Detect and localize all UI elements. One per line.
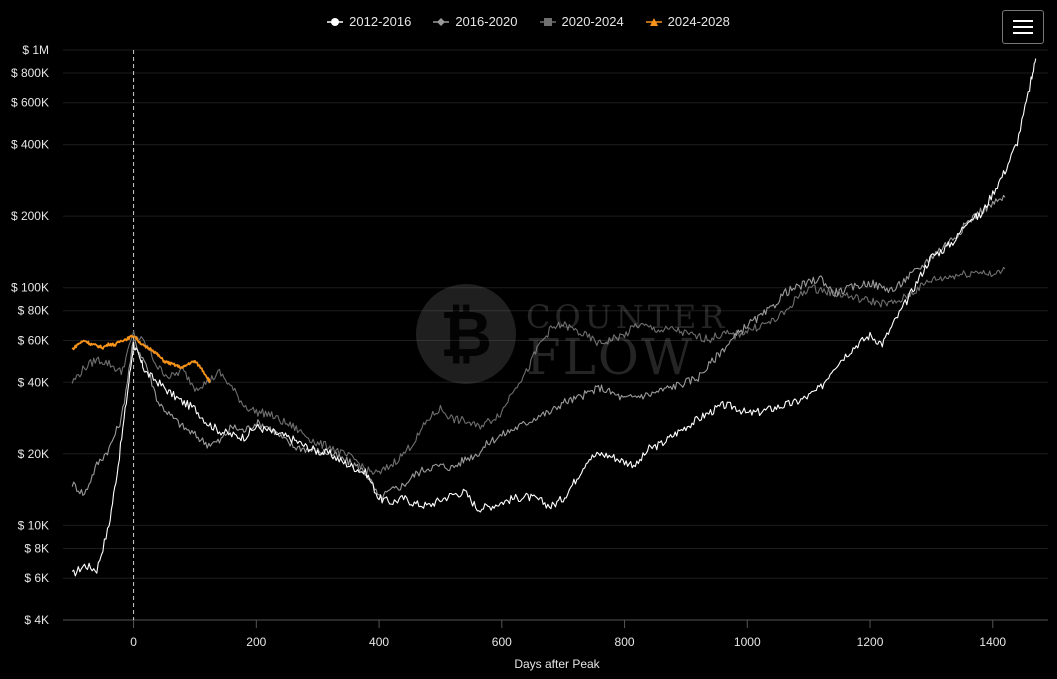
legend-item-2012-2016[interactable]: 2012-2016 bbox=[327, 14, 411, 29]
square-marker-icon bbox=[539, 17, 556, 26]
x-axis: 0 200 400 600 800 1000 1200 1400 bbox=[63, 619, 1048, 649]
hamburger-menu-icon[interactable] bbox=[1002, 10, 1044, 44]
x-tick-label: 1200 bbox=[857, 635, 884, 649]
y-axis: $ 4K $ 6K $ 8K $ 10K $ 20K $ 40K $ 60K $ 80K $ 1… bbox=[11, 43, 49, 627]
chart-legend: 2012-2016 2016-2020 2020-2024 2024-2028 bbox=[0, 14, 1057, 29]
legend-label: 2016-2020 bbox=[455, 14, 518, 29]
y-tick-label: $ 1M bbox=[22, 43, 49, 57]
bitcoin-logo-icon: ₿ bbox=[416, 284, 516, 384]
legend-label: 2012-2016 bbox=[349, 14, 412, 29]
y-tick-label: $ 10K bbox=[18, 518, 49, 532]
x-axis-label: Days after Peak bbox=[514, 657, 600, 671]
x-tick-label: 400 bbox=[369, 635, 389, 649]
counterflow-watermark: ₿ COUNTER FLOW bbox=[416, 284, 724, 388]
menu-bar bbox=[1013, 26, 1033, 28]
x-tick-label: 0 bbox=[130, 635, 137, 649]
watermark-counter-text: COUNTER bbox=[526, 298, 729, 336]
menu-bar bbox=[1013, 20, 1033, 22]
legend-item-2016-2020[interactable]: 2016-2020 bbox=[433, 14, 518, 29]
y-tick-label: $ 200K bbox=[11, 209, 49, 223]
series-line-2020-2024 bbox=[71, 266, 1006, 476]
menu-bar bbox=[1013, 32, 1033, 34]
y-tick-label: $ 80K bbox=[18, 304, 49, 318]
triangle-marker-icon bbox=[645, 17, 662, 26]
y-tick-label: $ 6K bbox=[24, 571, 49, 585]
legend-item-2024-2028[interactable]: 2024-2028 bbox=[645, 14, 730, 29]
y-tick-label: $ 40K bbox=[18, 375, 49, 389]
y-tick-label: $ 800K bbox=[11, 66, 49, 80]
y-tick-label: $ 100K bbox=[11, 281, 49, 295]
y-tick-label: $ 60K bbox=[18, 333, 49, 347]
y-tick-label: $ 600K bbox=[11, 96, 49, 110]
x-tick-label: 200 bbox=[246, 635, 266, 649]
watermark-flow-text: FLOW bbox=[526, 328, 695, 386]
y-tick-label: $ 4K bbox=[24, 613, 49, 627]
x-tick-label: 1400 bbox=[979, 635, 1006, 649]
x-tick-label: 800 bbox=[615, 635, 635, 649]
y-tick-label: $ 8K bbox=[24, 541, 49, 555]
series-layer bbox=[71, 58, 1037, 577]
x-tick-label: 1000 bbox=[734, 635, 761, 649]
series-line-2024-2028 bbox=[71, 334, 211, 384]
x-tick-label: 600 bbox=[492, 635, 512, 649]
y-tick-label: $ 20K bbox=[18, 447, 49, 461]
diamond-marker-icon bbox=[433, 17, 450, 26]
y-tick-label: $ 400K bbox=[11, 138, 49, 152]
circle-marker-icon bbox=[327, 17, 344, 26]
legend-label: 2020-2024 bbox=[561, 14, 624, 29]
chart-grid bbox=[63, 49, 1048, 621]
legend-label: 2024-2028 bbox=[667, 14, 730, 29]
series-line-2012-2016 bbox=[71, 58, 1037, 577]
legend-item-2020-2024[interactable]: 2020-2024 bbox=[539, 14, 624, 29]
